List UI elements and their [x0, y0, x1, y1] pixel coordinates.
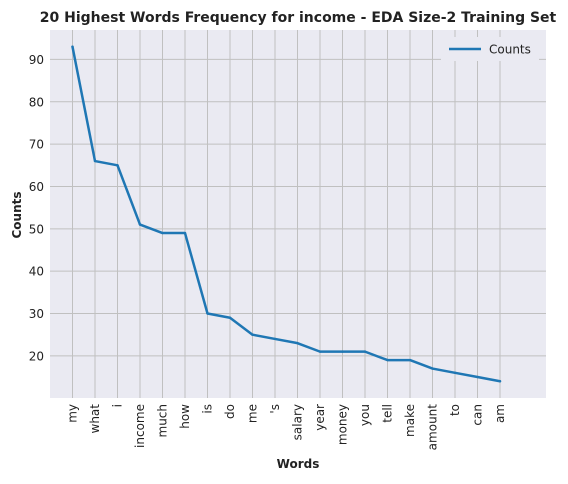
data-point: [116, 164, 119, 167]
x-tick-label: do: [223, 404, 237, 419]
data-point: [93, 159, 97, 163]
data-point: [71, 45, 74, 48]
y-tick-label: 70: [29, 138, 44, 152]
data-point: [161, 231, 164, 235]
data-point: [183, 231, 187, 235]
data-point: [341, 350, 344, 353]
x-tick-label: can: [471, 404, 485, 426]
x-tick-label: tell: [381, 404, 395, 423]
y-tick-label: 50: [29, 222, 44, 236]
x-tick-label: money: [336, 404, 350, 445]
series-layer: [71, 45, 502, 383]
data-point: [206, 312, 209, 315]
x-tick-label: me: [246, 404, 260, 423]
x-tick-label: much: [156, 404, 170, 438]
y-tick-label: 90: [29, 53, 44, 67]
y-axis-label: Counts: [10, 191, 24, 238]
y-axis-ticks: 20 30 40 50 60 70 80 90: [29, 53, 44, 363]
x-tick-label: income: [133, 404, 147, 448]
data-point: [228, 316, 232, 319]
y-tick-label: 60: [29, 180, 44, 194]
x-tick-label: amount: [426, 404, 440, 451]
y-tick-label: 80: [29, 95, 44, 109]
x-tick-label: make: [403, 404, 417, 437]
y-tick-label: 20: [29, 349, 44, 363]
data-point: [296, 341, 299, 345]
data-point: [453, 371, 457, 375]
data-point: [251, 333, 254, 336]
legend-label: Counts: [489, 43, 531, 57]
data-point: [318, 350, 322, 353]
x-tick-label: to: [448, 404, 462, 416]
legend: Counts: [441, 37, 539, 61]
data-point: [431, 367, 434, 370]
x-tick-label: 's: [268, 404, 282, 414]
y-tick-label: 30: [29, 307, 44, 321]
data-point: [408, 358, 412, 362]
x-tick-label: you: [358, 404, 372, 426]
data-point: [386, 358, 389, 362]
x-axis-ticks: my what i income much how is do me 's salary year mo…: [66, 404, 508, 451]
x-tick-label: how: [178, 404, 192, 429]
data-point: [498, 380, 502, 383]
x-tick-label: year: [313, 404, 327, 431]
data-point: [273, 337, 277, 341]
x-axis-label: Words: [277, 457, 320, 471]
data-point: [138, 223, 142, 226]
x-tick-label: is: [201, 404, 215, 414]
x-tick-label: salary: [291, 404, 305, 440]
series-line: [71, 45, 502, 383]
chart-title: 20 Highest Words Frequency for income - …: [40, 10, 557, 26]
x-tick-label: i: [111, 404, 125, 407]
x-tick-label: my: [66, 404, 80, 423]
data-point: [363, 350, 367, 353]
y-tick-label: 40: [29, 265, 44, 279]
data-point: [476, 375, 479, 379]
x-tick-label: what: [88, 404, 102, 434]
x-tick-label: am: [493, 404, 507, 423]
grid-lines: [50, 30, 546, 398]
